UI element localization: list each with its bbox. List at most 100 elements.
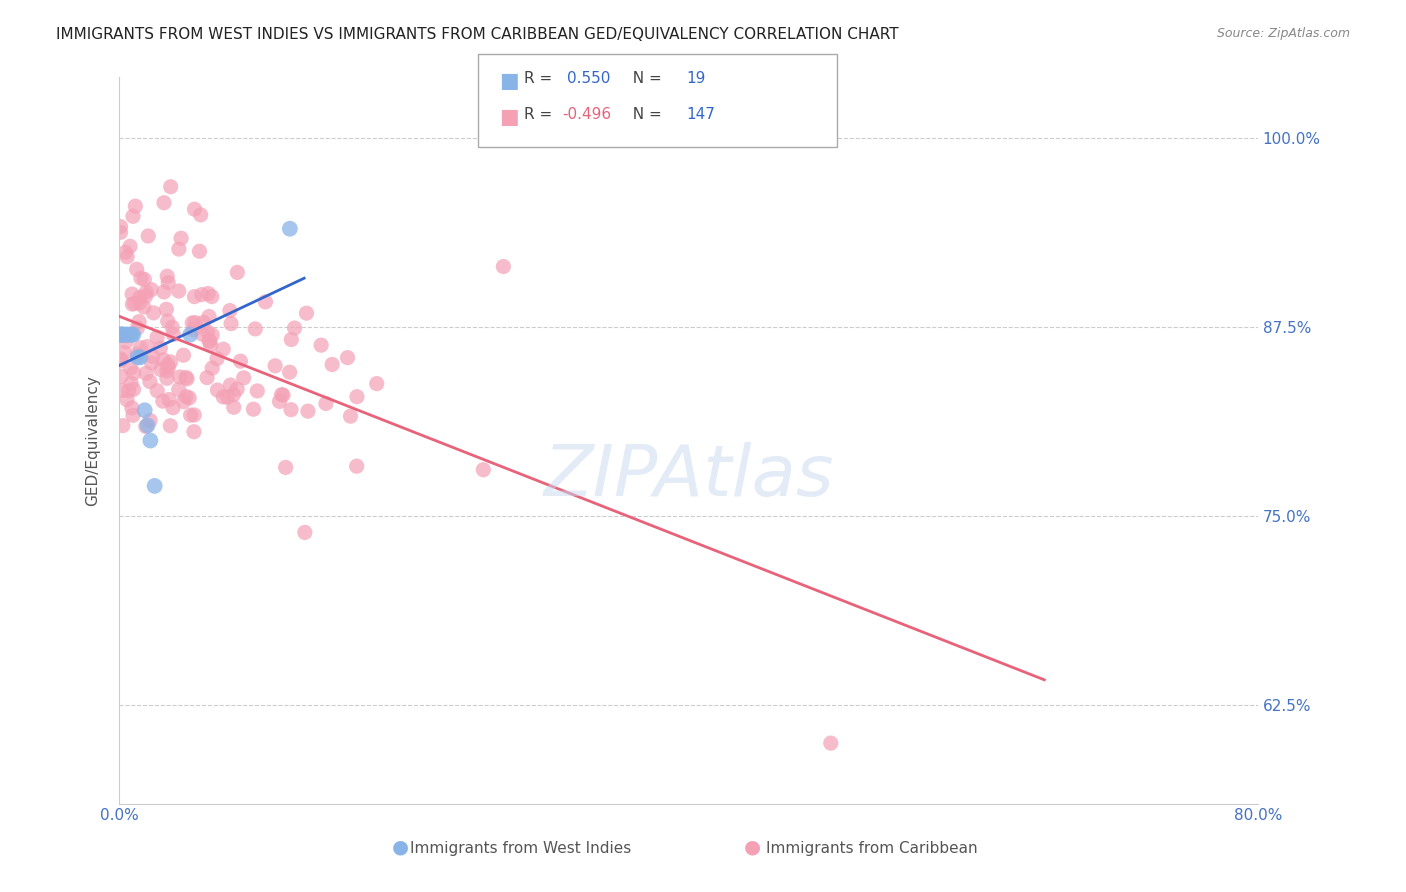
Point bbox=[339, 409, 361, 424]
Point bbox=[117, 327, 139, 342]
Point bbox=[162, 401, 184, 415]
Point bbox=[121, 401, 143, 415]
Point bbox=[128, 296, 150, 310]
Point bbox=[111, 384, 134, 398]
Point bbox=[201, 290, 224, 304]
Point bbox=[135, 285, 157, 299]
Point bbox=[128, 291, 150, 305]
Point bbox=[271, 388, 294, 402]
Point bbox=[110, 328, 132, 343]
Point bbox=[197, 286, 219, 301]
Point bbox=[153, 285, 176, 299]
Point bbox=[284, 321, 307, 335]
Point bbox=[169, 370, 191, 384]
Point bbox=[135, 289, 157, 303]
Point bbox=[346, 390, 368, 404]
Point bbox=[162, 327, 184, 342]
Text: 0.550: 0.550 bbox=[567, 71, 610, 87]
Point bbox=[115, 392, 138, 407]
Point bbox=[111, 327, 134, 342]
Point bbox=[135, 367, 157, 381]
Point bbox=[146, 330, 169, 344]
Text: N =: N = bbox=[623, 71, 671, 87]
Point bbox=[183, 202, 205, 217]
Point bbox=[111, 418, 134, 433]
Text: 19: 19 bbox=[686, 71, 706, 87]
Text: R =: R = bbox=[524, 107, 558, 122]
Point bbox=[129, 271, 152, 285]
Text: IMMIGRANTS FROM WEST INDIES VS IMMIGRANTS FROM CARIBBEAN GED/EQUIVALENCY CORRELA: IMMIGRANTS FROM WEST INDIES VS IMMIGRANT… bbox=[56, 27, 898, 42]
Point bbox=[195, 370, 218, 384]
Point bbox=[336, 351, 359, 365]
Point bbox=[200, 338, 222, 352]
Point bbox=[117, 384, 139, 398]
Point bbox=[124, 296, 146, 310]
Point bbox=[136, 229, 159, 244]
Point bbox=[118, 239, 141, 253]
Point bbox=[156, 358, 179, 372]
Point bbox=[127, 351, 149, 365]
Point bbox=[170, 231, 193, 245]
Point bbox=[157, 360, 180, 375]
Point bbox=[201, 361, 224, 376]
Point bbox=[226, 265, 249, 279]
Text: Source: ZipAtlas.com: Source: ZipAtlas.com bbox=[1216, 27, 1350, 40]
Point bbox=[174, 370, 197, 384]
Point bbox=[160, 320, 183, 334]
Point bbox=[274, 460, 297, 475]
Text: Immigrants from West Indies: Immigrants from West Indies bbox=[409, 841, 631, 856]
Point bbox=[181, 316, 204, 330]
Point bbox=[157, 276, 180, 290]
Point bbox=[121, 327, 143, 342]
Point bbox=[174, 390, 197, 404]
Point bbox=[212, 390, 235, 404]
Point bbox=[226, 382, 249, 396]
Point bbox=[114, 245, 136, 260]
Point bbox=[112, 327, 135, 342]
Point bbox=[121, 297, 143, 311]
Point bbox=[159, 418, 181, 433]
Point bbox=[295, 306, 318, 320]
Text: 147: 147 bbox=[686, 107, 716, 122]
Point bbox=[110, 369, 132, 384]
Point bbox=[222, 387, 245, 401]
Point bbox=[149, 341, 172, 355]
Point bbox=[278, 221, 301, 235]
Point bbox=[198, 310, 221, 324]
Point bbox=[173, 394, 195, 409]
Point bbox=[156, 314, 179, 328]
Point bbox=[212, 342, 235, 356]
Point bbox=[188, 244, 211, 259]
Point bbox=[139, 375, 162, 389]
Text: Immigrants from Caribbean: Immigrants from Caribbean bbox=[766, 841, 977, 856]
Point bbox=[183, 425, 205, 439]
Point bbox=[111, 327, 134, 342]
Point bbox=[127, 321, 149, 335]
Point bbox=[128, 315, 150, 329]
Point bbox=[120, 360, 142, 375]
Point bbox=[156, 364, 179, 378]
Point bbox=[156, 371, 179, 385]
Text: ●: ● bbox=[392, 838, 409, 856]
Point bbox=[242, 402, 264, 417]
Point bbox=[127, 347, 149, 361]
Point bbox=[139, 434, 162, 448]
Point bbox=[820, 736, 842, 750]
Point bbox=[110, 327, 132, 342]
Point bbox=[222, 401, 245, 415]
Point bbox=[112, 327, 135, 342]
Point bbox=[219, 303, 242, 318]
Point bbox=[139, 413, 162, 427]
Point bbox=[153, 195, 176, 210]
Point bbox=[112, 345, 135, 359]
Point bbox=[183, 290, 205, 304]
Point bbox=[472, 463, 495, 477]
Point bbox=[110, 352, 132, 367]
Point bbox=[110, 219, 132, 234]
Point bbox=[246, 384, 269, 398]
Point bbox=[135, 419, 157, 434]
Point bbox=[142, 349, 165, 363]
Point bbox=[297, 404, 319, 418]
Point bbox=[278, 365, 301, 379]
Point bbox=[122, 366, 145, 380]
